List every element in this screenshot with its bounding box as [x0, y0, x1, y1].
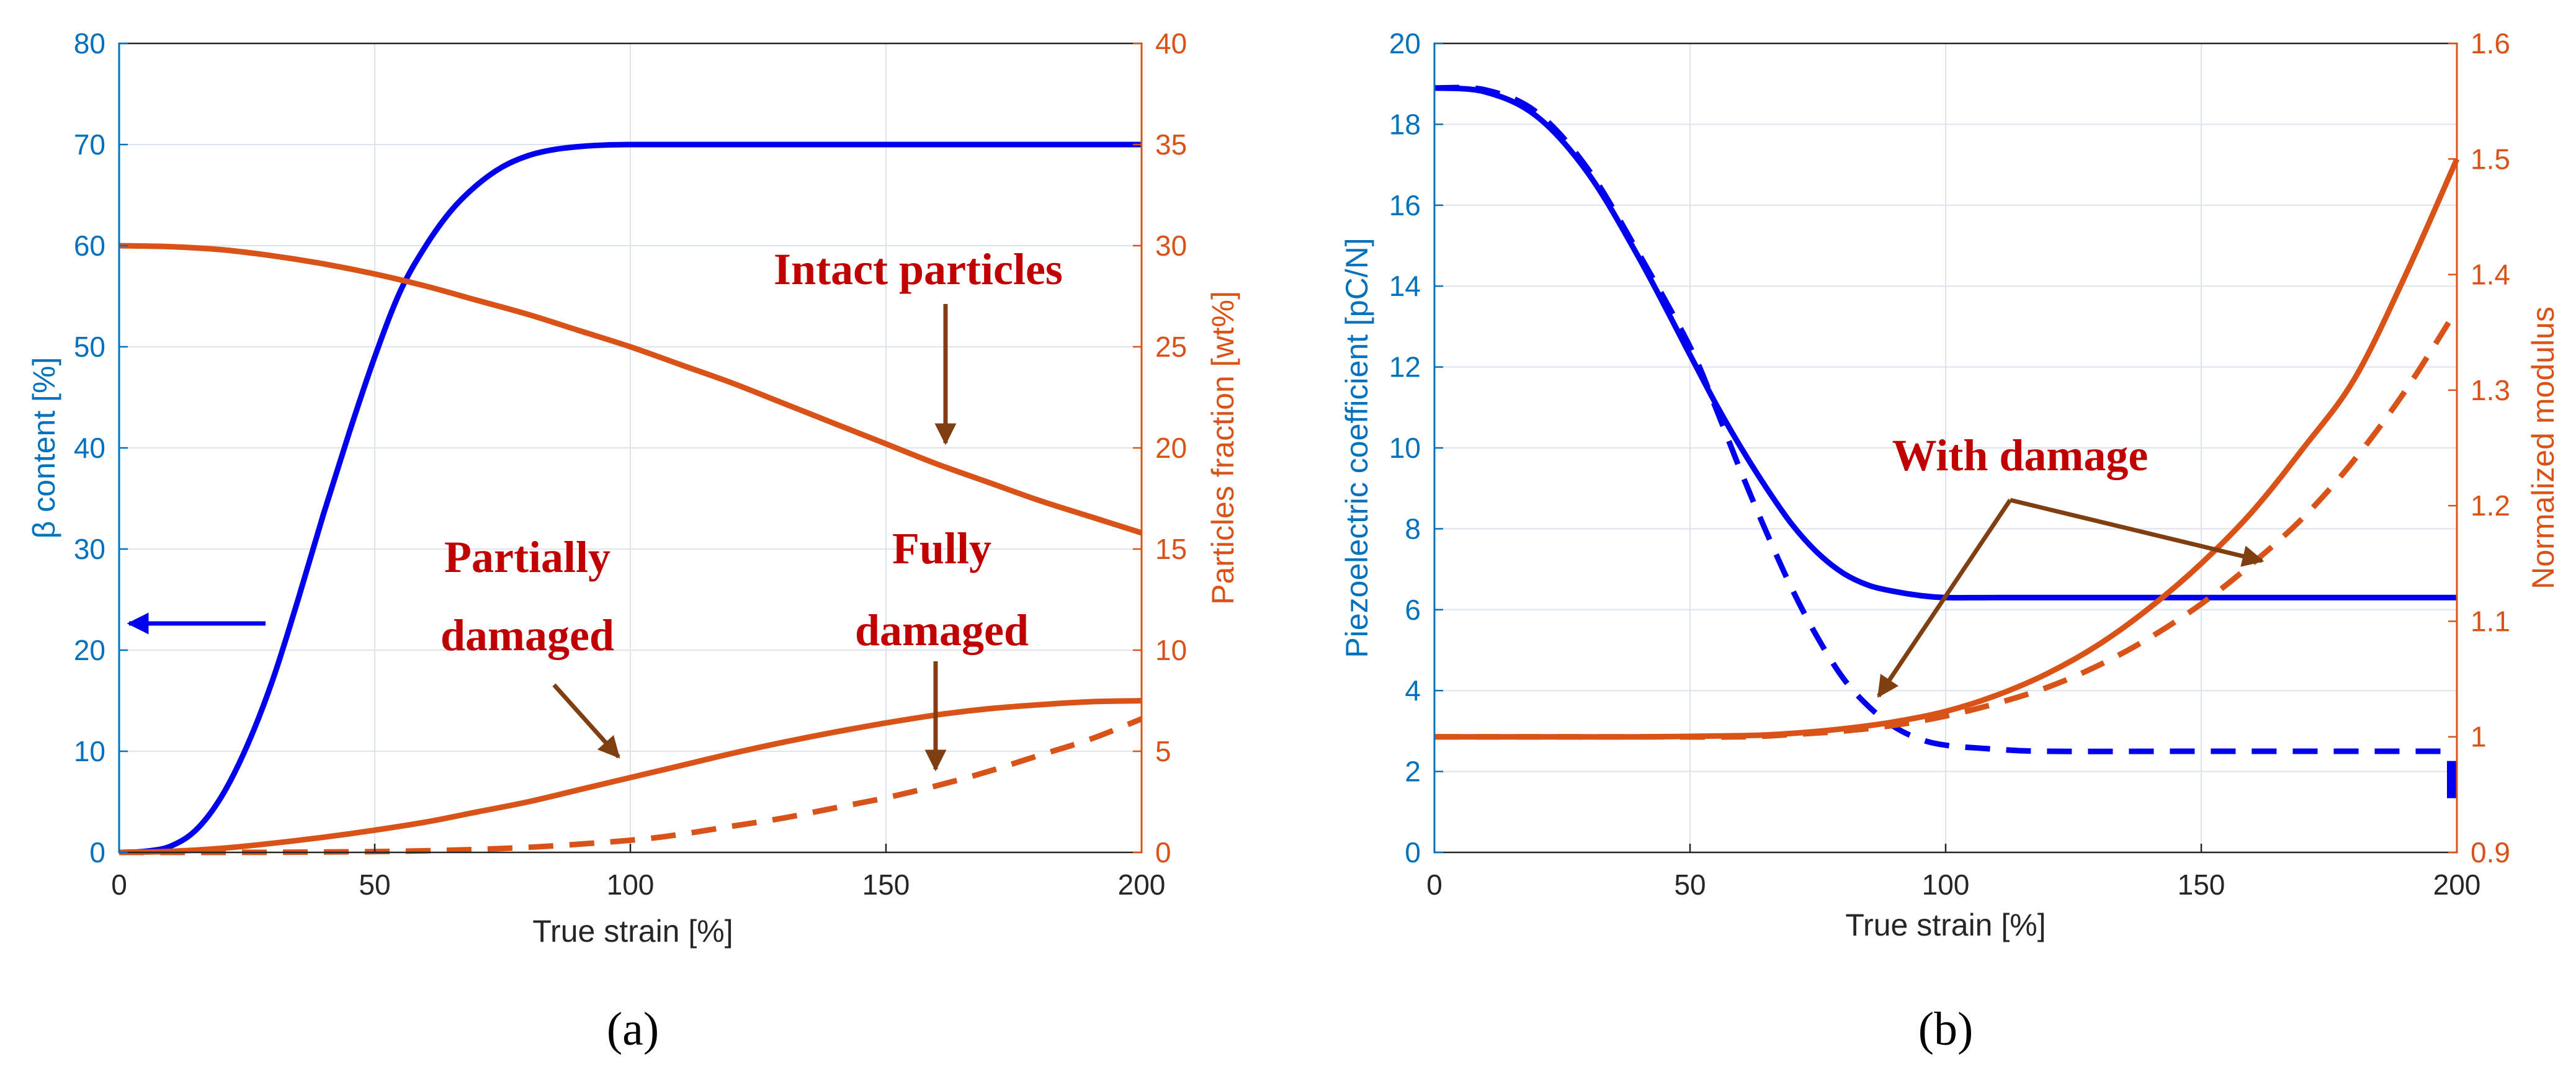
panel-a-y-right-label: Particles fraction [wt%] [1205, 291, 1240, 605]
panel-b-y-left-label: Piezoelectric coefficient [pC/N] [1339, 238, 1374, 658]
series-line-a-2 [119, 698, 1142, 855]
x-tick-label: 150 [2178, 869, 2225, 901]
panel-a: 0 50 100 150 2000102030405060708005101520253… [27, 27, 1240, 1055]
panel-a-label: (a) [607, 1003, 659, 1055]
y-right-tick-label: 1 [2471, 721, 2487, 753]
panel-b-ticks: 0 50 100 150 200 0 2 4 6 8 10 12 14 16 18 20 0.9 1 1.1 1.2 1… [1389, 27, 2510, 901]
annotation-with-damage: With damage [1892, 431, 2149, 480]
panel-b-x-label: True strain [%] [1845, 908, 2046, 942]
x-tick-label: 50 [1674, 869, 1706, 901]
x-tick-label: 200 [2433, 869, 2481, 901]
y-left-tick-label: 60 [74, 230, 105, 262]
arrow-with-damage-to-modulus [2010, 498, 2265, 567]
y-left-tick-label: 20 [1389, 27, 1421, 60]
arrow-partially-damaged [552, 683, 620, 759]
panel-b: 0 50 100 150 200 0 2 4 6 8 10 12 14 16 18 20 0.9 1 1.1 1.2 1… [1339, 27, 2560, 1055]
y-right-tick-label: 1.5 [2471, 143, 2510, 175]
series-line-b-0 [1434, 85, 2457, 601]
y-right-tick-label: 20 [1155, 432, 1187, 464]
x-tick-label: 50 [359, 869, 390, 901]
y-right-tick-label: 5 [1155, 735, 1171, 767]
y-right-tick-label: 30 [1155, 230, 1187, 262]
y-left-tick-label: 0 [1405, 836, 1421, 869]
y-left-tick-label: 6 [1405, 594, 1421, 626]
y-left-tick-label: 8 [1405, 512, 1421, 545]
panel-a-y-left-label: β content [%] [27, 357, 61, 539]
series-line-a-1 [119, 243, 1143, 536]
annotation-fully-line-2: damaged [855, 605, 1029, 655]
panel-b-grid [1434, 43, 2457, 852]
panel-a-ticks: 0 50 100 150 2000102030405060708005101520253… [74, 27, 1187, 901]
annotation-partially-line-1: Partially [444, 532, 610, 582]
series-line-b-1 [1434, 84, 2447, 754]
panel-b-y-right-label: Normalized modulus [2526, 306, 2560, 589]
panel-b-label: (b) [1918, 1003, 1974, 1055]
y-left-tick-label: 2 [1405, 756, 1421, 788]
y-right-tick-label: 40 [1155, 27, 1187, 60]
y-right-tick-label: 15 [1155, 533, 1187, 565]
panel-b-series [1434, 84, 2460, 798]
y-right-tick-label: 25 [1155, 331, 1187, 363]
y-right-tick-label: 10 [1155, 634, 1187, 666]
y-right-tick-label: 0.9 [2471, 836, 2510, 869]
y-left-tick-label: 30 [74, 533, 105, 565]
y-left-tick-label: 50 [74, 331, 105, 363]
y-left-tick-label: 20 [74, 634, 105, 666]
y-right-tick-label: 1.2 [2471, 489, 2510, 522]
y-left-tick-label: 4 [1405, 674, 1421, 707]
y-left-tick-label: 10 [1389, 432, 1421, 464]
x-tick-label: 0 [111, 869, 127, 901]
y-right-tick-label: 35 [1155, 128, 1187, 161]
y-right-tick-label: 0 [1155, 836, 1171, 869]
y-left-tick-label: 18 [1389, 108, 1421, 140]
x-tick-label: 150 [862, 869, 910, 901]
y-left-tick-label: 80 [74, 27, 105, 60]
y-left-tick-label: 10 [74, 735, 105, 767]
y-left-tick-label: 0 [89, 836, 105, 869]
y-right-tick-label: 1.1 [2471, 605, 2510, 637]
y-left-tick-label: 14 [1389, 270, 1421, 302]
y-left-tick-label: 40 [74, 432, 105, 464]
y-right-tick-label: 1.3 [2471, 374, 2510, 406]
panel-a-grid [119, 43, 1142, 852]
arrow-with-damage-to-piezo [1877, 499, 2012, 698]
annotation-partially-line-2: damaged [441, 610, 614, 660]
annotation-intact-particles: Intact particles [774, 244, 1063, 294]
x-tick-label: 200 [1118, 869, 1166, 901]
x-tick-label: 100 [607, 869, 655, 901]
panel-a-x-label: True strain [%] [532, 914, 733, 949]
series-end-marker [2447, 761, 2457, 798]
y-right-tick-label: 1.4 [2471, 259, 2510, 291]
series-line-a-0 [119, 141, 1142, 855]
y-right-tick-label: 1.6 [2471, 27, 2510, 60]
y-left-tick-label: 70 [74, 128, 105, 161]
x-tick-label: 0 [1426, 869, 1442, 901]
series-line-b-3 [1434, 308, 2459, 740]
y-left-tick-label: 12 [1389, 351, 1421, 383]
x-tick-label: 100 [1922, 869, 1970, 901]
annotation-fully-line-1: Fully [892, 524, 991, 573]
y-left-tick-label: 16 [1389, 189, 1421, 221]
